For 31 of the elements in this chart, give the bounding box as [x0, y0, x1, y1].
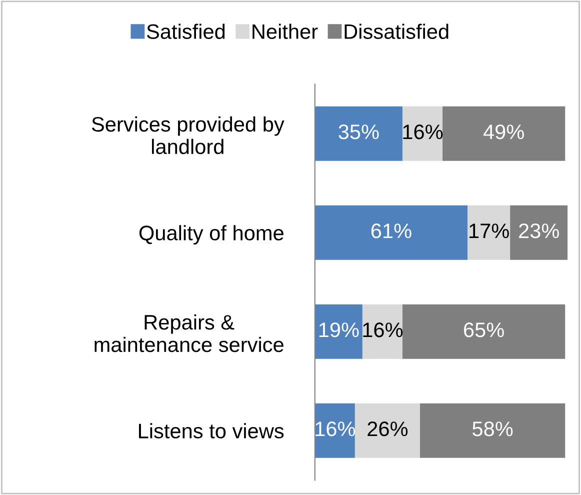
bar: [402, 304, 566, 359]
data-label: 49%: [483, 124, 524, 140]
y-tick-label: Listens to views: [139, 423, 284, 438]
data-label: 16%: [403, 124, 443, 140]
bar: [442, 106, 566, 161]
data-label: 23%: [519, 223, 559, 238]
data-label: 61%: [371, 223, 412, 238]
data-label: 17%: [470, 224, 509, 238]
legend-label: Dissatisfied: [344, 24, 448, 40]
bar: [314, 304, 362, 359]
data-label: 26%: [368, 421, 408, 436]
bar: [314, 205, 468, 260]
y-tick-label: Services provided by landlord: [92, 116, 284, 154]
data-label: 58%: [472, 421, 513, 436]
data-label: 65%: [464, 322, 504, 338]
bar: [362, 304, 402, 359]
bar: [314, 403, 355, 458]
legend-label: Satisfied: [146, 24, 225, 40]
bar: [468, 205, 510, 260]
bar: [510, 205, 568, 260]
y-tick-label: Quality of home: [139, 225, 284, 245]
legend-label: Neither: [252, 24, 318, 40]
data-label: 35%: [338, 124, 379, 140]
data-label: 19%: [319, 322, 359, 338]
data-label: 16%: [363, 322, 403, 338]
data-label: 16%: [316, 421, 356, 436]
bar: [314, 106, 402, 161]
bar: [420, 403, 566, 458]
bar: [354, 403, 420, 458]
bar: [402, 106, 443, 161]
y-tick-label: Repairs & maintenance service: [94, 314, 284, 352]
